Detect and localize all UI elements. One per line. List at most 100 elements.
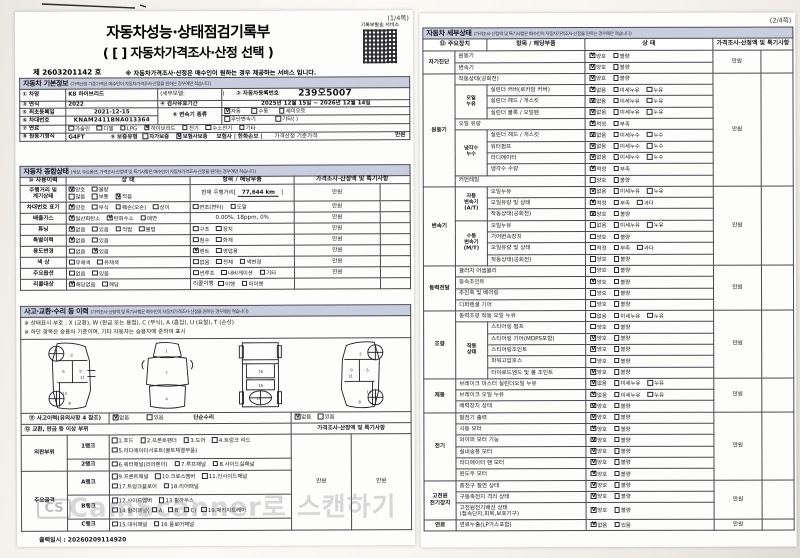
checkbox-배력장치-상태-불량[interactable] [613,402,620,409]
mileage-bad[interactable]: 불량 [91,186,109,193]
checkbox-오일누유-없음[interactable] [589,188,596,194]
option-불량[interactable]: 불량 [614,448,631,455]
checkbox-simple-none[interactable] [294,414,301,420]
option-누수[interactable]: 누수 [646,154,664,161]
checkbox-오일유량-및-상태-부족[interactable] [613,199,619,206]
trans-opt-manual[interactable]: 수동 [251,107,269,115]
checkbox-tuning-yes[interactable] [92,226,98,232]
option-없음[interactable]: 없음 [589,86,606,94]
option-불량[interactable]: 불량 [613,357,631,365]
checkbox-배력장치-상태-양호[interactable] [590,403,596,409]
checkbox-커먼레일-양호[interactable] [589,177,596,183]
options-other[interactable]: 기타 [259,269,277,276]
usechange-business[interactable]: 영업용 [216,247,238,254]
checkbox-클러치-어셈블리-양호[interactable] [589,267,596,273]
part-pillar-b[interactable]: B, [167,506,180,516]
part-inside-panel[interactable]: 11.인사이드패널 [202,473,247,482]
option-누수[interactable]: 누수 [646,131,664,139]
checkbox-시동-모터-양호[interactable] [590,425,596,432]
option-없음[interactable]: 없음 [589,131,607,139]
checkbox-special-fire[interactable] [216,236,222,242]
part-front-panel[interactable]: 9.프론트패널 [111,473,149,482]
option-누수[interactable]: 누수 [646,143,664,150]
checkbox-라디에이터-팬-모터-불량[interactable] [614,459,620,465]
trans-opt-auto[interactable]: 자동 [224,107,241,115]
checkbox-tuning-device[interactable] [216,225,222,231]
checkbox-오일-유량-적정[interactable] [589,120,596,127]
checkbox-오일누유-누유[interactable] [646,222,653,228]
checkbox-오일유량-및-상태-적정[interactable] [589,244,596,251]
checkbox-오일유량-및-상태-과다[interactable] [637,244,643,251]
checkbox-스티어링조인트-양호[interactable] [590,346,596,353]
tuning-legal[interactable]: 적법 [115,225,133,233]
fuel-opt-lpg[interactable]: LPG [120,125,137,132]
checkbox-options-none[interactable] [68,270,75,276]
checkbox-special-flood[interactable] [192,236,199,243]
part-quarter-panel[interactable]: 6.쿼터패널(리어펜더) [111,461,168,468]
checkbox-고전원전기배선-상태-접속단자-피복-보호기구-불량[interactable] [614,507,620,513]
fuel-opt-hybrid[interactable]: 하이브리드 [143,124,176,132]
option-불량[interactable]: 불량 [614,459,631,466]
option-미세누유[interactable]: 미세누유 [613,222,640,229]
checkbox-vinmark-good[interactable] [68,204,75,210]
option-양호[interactable]: 양호 [590,425,607,433]
checkbox-타이로드엔드-및-볼-조인트-양호[interactable] [590,369,596,375]
checkbox-변속기-양호[interactable] [589,64,595,70]
checkbox-vinmark-damaged[interactable] [115,203,121,210]
checkbox-part-trunk-floor[interactable] [111,483,118,489]
option-불량[interactable]: 불량 [613,75,630,82]
part-rear-panel[interactable]: 18.리어패널 [163,482,199,492]
checkbox-작동상태-공회전-불량[interactable] [613,256,620,262]
part-pillar-c[interactable]: C) [183,506,197,516]
option-불량[interactable]: 불량 [613,267,631,274]
checkbox-usechange-yes[interactable] [92,248,98,254]
checkbox-등속조인트-불량[interactable] [613,278,620,285]
vinmark-painted[interactable]: 도말 [230,203,247,210]
checkbox-vinmark-rust[interactable] [92,204,98,210]
checkbox-윈도우-모터-양호[interactable] [590,470,597,477]
checkbox-파워고압호스-불량[interactable] [613,357,620,364]
option-양호[interactable]: 양호 [589,267,607,274]
checkbox-스티어링-펌프-양호[interactable] [590,323,596,330]
option-불량[interactable]: 불량 [613,425,631,433]
option-양호[interactable]: 양호 [589,210,607,218]
option-미세누유[interactable]: 미세누유 [613,380,641,387]
option-없음[interactable]: 없음 [590,380,607,387]
option-적정[interactable]: 적정 [589,120,607,128]
special-flood[interactable]: 침수 [192,236,210,244]
option-부족[interactable]: 부족 [613,120,630,127]
vinmark-different[interactable]: 상이 [152,203,170,211]
checkbox-warranty-self[interactable] [142,133,149,139]
fuel-opt-gasoline[interactable]: 가솔린 [68,125,90,132]
checkbox-오일유량-및-상태-과다[interactable] [637,199,643,206]
tuning-illegal[interactable]: 불법 [138,225,156,233]
checkbox-trans-manual[interactable] [251,107,258,114]
part-dash-panel[interactable]: 15.대쉬패널 [112,521,147,528]
option-부족[interactable]: 부족 [613,199,630,207]
option-미세누수[interactable]: 미세누수 [613,154,640,161]
checkbox-기어변속장치-불량[interactable] [613,233,620,240]
part-roof-panel[interactable]: 7.루프패널 [174,461,206,468]
checkbox-part-radiator-support[interactable] [111,447,118,453]
part-front-fender[interactable]: 2.프론트팬더 [140,437,177,446]
checkbox-special-none[interactable] [68,237,75,243]
checkbox-작동상태-공회전-양호[interactable] [589,75,595,81]
checkbox-작동상태-공회전-양호[interactable] [589,256,596,262]
simple-yes[interactable]: 있음 [317,414,335,421]
checkbox-part-pillar-b[interactable] [167,506,174,513]
option-없음[interactable]: 없음 [589,154,607,161]
usechange-rent[interactable]: 렌트 [192,247,210,255]
option-미세누유[interactable]: 미세누유 [613,391,641,399]
option-불량[interactable]: 불량 [613,369,631,376]
option-양호[interactable]: 양호 [590,290,607,297]
option-불량[interactable]: 불량 [614,507,631,514]
checkbox-실내송풍-모터-불량[interactable] [614,448,620,454]
option-미세누유[interactable]: 미세누유 [613,188,640,195]
checkbox-동력조향-작동-오일-누유-미세누유[interactable] [613,312,620,319]
checkbox-워터펌프-누수[interactable] [646,143,653,149]
checkbox-냉각수-수량-적정[interactable] [589,165,596,172]
part-trunk-floor[interactable]: 17.트렁크플로어 [111,483,157,492]
option-누유[interactable]: 누유 [646,109,664,116]
option-양호[interactable]: 양호 [590,482,608,489]
checkbox-accident-yes[interactable] [146,414,153,421]
